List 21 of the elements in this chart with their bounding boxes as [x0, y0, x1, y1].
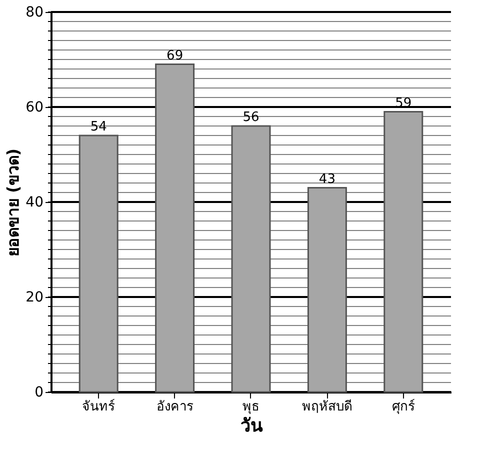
- x-tick-label: พุธ: [242, 400, 260, 414]
- x-tick-label: พฤหัสบดี: [302, 398, 352, 414]
- bar: [384, 111, 424, 393]
- bar: [231, 125, 271, 393]
- bar: [78, 134, 118, 393]
- data-label: 69: [166, 48, 184, 64]
- bar: [307, 187, 347, 393]
- bar: [155, 64, 195, 393]
- data-label: 43: [318, 172, 336, 187]
- y-tick-label: 60: [26, 100, 44, 116]
- y-tick-label: 80: [26, 4, 44, 20]
- x-tick-label: ศุกร์: [392, 398, 415, 414]
- data-label: 56: [242, 110, 260, 125]
- y-tick-label: 0: [34, 384, 44, 400]
- data-label: 54: [90, 120, 107, 134]
- y-tick-label: 20: [26, 290, 44, 306]
- y-tick-label: 40: [26, 194, 44, 210]
- x-axis-title: วัน: [240, 416, 264, 436]
- x-tick-label: อังคาร: [156, 400, 194, 414]
- x-tick-label: จันทร์: [82, 398, 116, 414]
- y-axis-title: ยอดขาย (ขวด): [4, 148, 23, 257]
